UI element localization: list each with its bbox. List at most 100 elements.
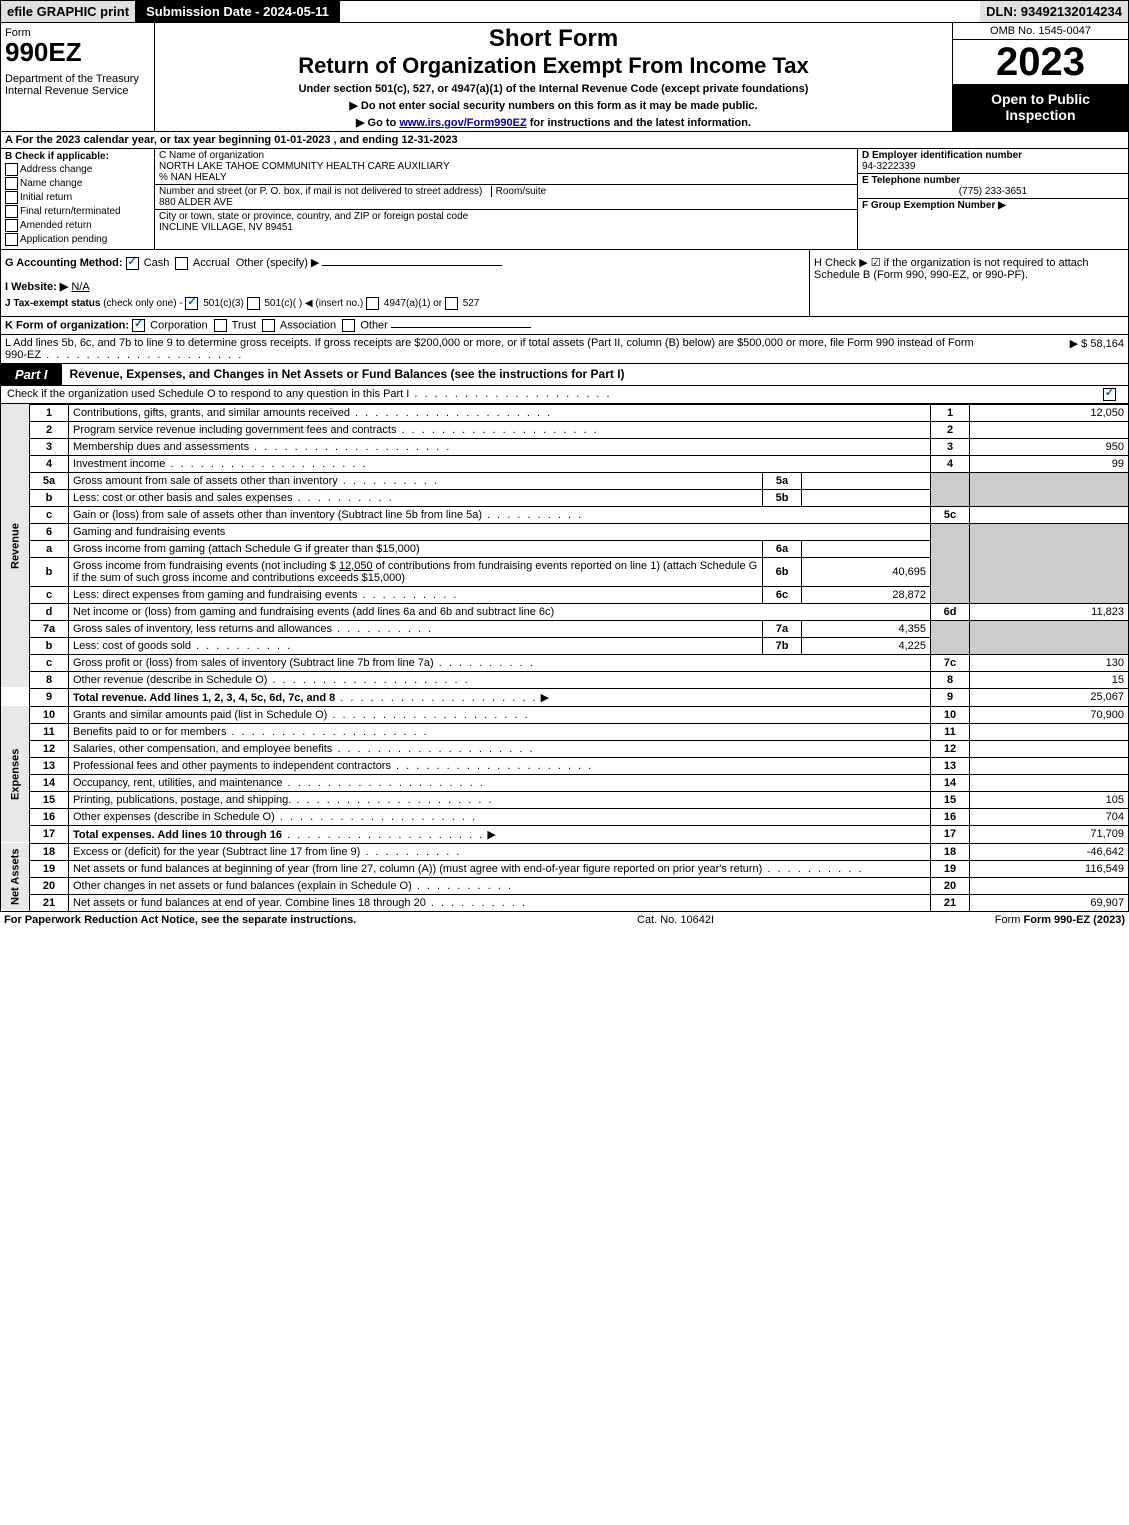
result-no: 17 bbox=[931, 825, 970, 843]
result-no: 1 bbox=[931, 404, 970, 421]
org-name: NORTH LAKE TAHOE COMMUNITY HEALTH CARE A… bbox=[159, 161, 853, 172]
efile-label: efile GRAPHIC print bbox=[1, 1, 136, 22]
cb-527-icon[interactable] bbox=[445, 297, 458, 310]
cb-initial-return[interactable]: Initial return bbox=[5, 191, 150, 204]
line-desc: Gross profit or (loss) from sales of inv… bbox=[69, 654, 931, 671]
result-no: 4 bbox=[931, 455, 970, 472]
line-no: 1 bbox=[30, 404, 69, 421]
line-g: G Accounting Method: Cash Accrual Other … bbox=[5, 256, 805, 270]
addr-label: Number and street (or P. O. box, if mail… bbox=[159, 186, 482, 197]
table-row: 5a Gross amount from sale of assets othe… bbox=[1, 472, 1129, 489]
table-row: Expenses 10 Grants and similar amounts p… bbox=[1, 706, 1129, 723]
table-row: 16 Other expenses (describe in Schedule … bbox=[1, 808, 1129, 825]
cb-schedule-o-icon[interactable] bbox=[1103, 388, 1116, 401]
table-row: 20 Other changes in net assets or fund b… bbox=[1, 877, 1129, 894]
tax-year: 2023 bbox=[953, 40, 1128, 85]
b-label: B Check if applicable: bbox=[5, 151, 150, 162]
k-trust: Trust bbox=[232, 319, 257, 331]
care-of: % NAN HEALY bbox=[159, 172, 853, 183]
cb-501c3-icon[interactable] bbox=[185, 297, 198, 310]
instr2-post: for instructions and the latest informat… bbox=[527, 117, 751, 129]
line-no: 3 bbox=[30, 438, 69, 455]
table-row: 13 Professional fees and other payments … bbox=[1, 757, 1129, 774]
j-sub: (check only one) - bbox=[103, 298, 182, 309]
dots-icon bbox=[357, 589, 458, 601]
result-no: 20 bbox=[931, 877, 970, 894]
line-no: 14 bbox=[30, 774, 69, 791]
result-no: 15 bbox=[931, 791, 970, 808]
line-desc: Salaries, other compensation, and employ… bbox=[69, 740, 931, 757]
dln: DLN: 93492132014234 bbox=[980, 1, 1128, 22]
line-no: 18 bbox=[30, 843, 69, 860]
f-label: F Group Exemption Number ▶ bbox=[862, 200, 1006, 211]
sub-val bbox=[802, 489, 931, 506]
submission-date: Submission Date - 2024-05-11 bbox=[136, 1, 340, 22]
dots-icon bbox=[283, 777, 485, 789]
checkbox-icon bbox=[5, 219, 18, 232]
dept-line2: Internal Revenue Service bbox=[5, 85, 150, 97]
cb-application-pending[interactable]: Application pending bbox=[5, 233, 150, 246]
line-no: d bbox=[30, 603, 69, 620]
result-no: 2 bbox=[931, 421, 970, 438]
table-row: 3 Membership dues and assessments 3 950 bbox=[1, 438, 1129, 455]
line-desc: Gross sales of inventory, less returns a… bbox=[69, 620, 763, 637]
cb-501c-icon[interactable] bbox=[247, 297, 260, 310]
line-no: c bbox=[30, 586, 69, 603]
irs-link[interactable]: www.irs.gov/Form990EZ bbox=[399, 117, 526, 129]
city-label: City or town, state or province, country… bbox=[159, 211, 853, 222]
line-no: c bbox=[30, 654, 69, 671]
dots-icon bbox=[267, 674, 469, 686]
cb-name-change[interactable]: Name change bbox=[5, 177, 150, 190]
open-to-public: Open to Public Inspection bbox=[953, 85, 1128, 131]
side-label-expenses: Expenses bbox=[1, 706, 30, 843]
org-name-block: C Name of organization NORTH LAKE TAHOE … bbox=[155, 149, 857, 185]
k-assoc: Association bbox=[280, 319, 336, 331]
line-desc: Investment income bbox=[69, 455, 931, 472]
cb-other-icon[interactable] bbox=[342, 319, 355, 332]
line-no: a bbox=[30, 540, 69, 557]
k-other-input[interactable] bbox=[391, 327, 531, 328]
j-label: J Tax-exempt status bbox=[5, 298, 100, 309]
cb-accrual-icon[interactable] bbox=[175, 257, 188, 270]
line-i: I Website: ▶ N/A bbox=[5, 280, 805, 293]
result-val bbox=[970, 757, 1129, 774]
line-desc: Less: cost or other basis and sales expe… bbox=[69, 489, 763, 506]
result-val: 69,907 bbox=[970, 894, 1129, 911]
result-no: 11 bbox=[931, 723, 970, 740]
g-other-input[interactable] bbox=[322, 265, 502, 266]
cb-cash-icon[interactable] bbox=[126, 257, 139, 270]
result-no: 6d bbox=[931, 603, 970, 620]
line-desc: Other changes in net assets or fund bala… bbox=[69, 877, 931, 894]
line-no: 4 bbox=[30, 455, 69, 472]
result-val: -46,642 bbox=[970, 843, 1129, 860]
checkbox-icon bbox=[5, 163, 18, 176]
top-bar: efile GRAPHIC print Submission Date - 20… bbox=[0, 0, 1129, 23]
line-desc: Contributions, gifts, grants, and simila… bbox=[69, 404, 931, 421]
cb-corp-icon[interactable] bbox=[132, 319, 145, 332]
table-row: 12 Salaries, other compensation, and emp… bbox=[1, 740, 1129, 757]
line-desc: Other revenue (describe in Schedule O) bbox=[69, 671, 931, 688]
form-number: 990EZ bbox=[5, 39, 150, 65]
group-exemption-block: F Group Exemption Number ▶ bbox=[858, 199, 1128, 212]
footer-form-ref: Form 990-EZ (2023) bbox=[1024, 914, 1125, 926]
i-label: I Website: ▶ bbox=[5, 281, 68, 293]
cb-amended-return[interactable]: Amended return bbox=[5, 219, 150, 232]
result-val: 130 bbox=[970, 654, 1129, 671]
cb-final-return[interactable]: Final return/terminated bbox=[5, 205, 150, 218]
section-ghij: G Accounting Method: Cash Accrual Other … bbox=[0, 250, 1129, 317]
footer-center: Cat. No. 10642I bbox=[637, 914, 714, 926]
line-j: J Tax-exempt status (check only one) - 5… bbox=[5, 297, 805, 310]
table-row: 2 Program service revenue including gove… bbox=[1, 421, 1129, 438]
line-desc: Gross amount from sale of assets other t… bbox=[69, 472, 763, 489]
cb-assoc-icon[interactable] bbox=[262, 319, 275, 332]
address-block: Number and street (or P. O. box, if mail… bbox=[155, 185, 857, 210]
line-desc: Program service revenue including govern… bbox=[69, 421, 931, 438]
line-desc: Professional fees and other payments to … bbox=[69, 757, 931, 774]
cb-4947-icon[interactable] bbox=[366, 297, 379, 310]
sub-val: 4,225 bbox=[802, 637, 931, 654]
result-val: 704 bbox=[970, 808, 1129, 825]
g-accrual: Accrual bbox=[193, 257, 230, 269]
cb-trust-icon[interactable] bbox=[214, 319, 227, 332]
cb-address-change[interactable]: Address change bbox=[5, 163, 150, 176]
dots-icon bbox=[275, 811, 477, 823]
